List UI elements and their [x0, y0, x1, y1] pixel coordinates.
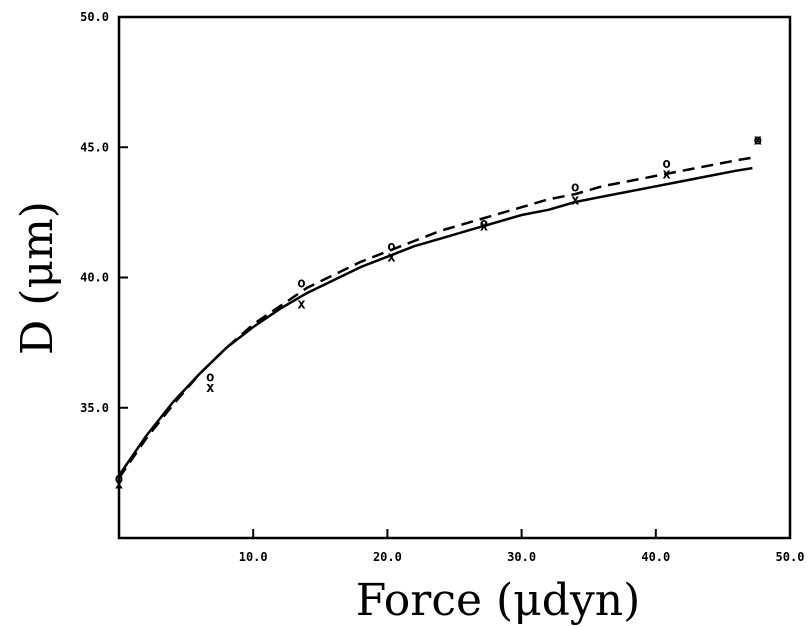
data-point-x: x [754, 132, 763, 148]
data-point-o: o [662, 156, 670, 172]
data-point-o: o [297, 276, 305, 292]
data-point-x: x [206, 380, 215, 396]
x-tick-label: 40.0 [641, 550, 670, 564]
data-point-x: x [115, 476, 124, 492]
data-point-o: o [571, 179, 579, 195]
data-point-x: x [297, 297, 306, 313]
data-point-x: x [662, 166, 671, 182]
y-tick-label: 50.0 [80, 10, 109, 24]
data-point-o: o [480, 216, 488, 232]
solid-fit-curve [117, 166, 753, 477]
x-tick-label: 20.0 [373, 550, 402, 564]
dashed-fit-curve [117, 156, 753, 479]
plot-frame [117, 15, 792, 540]
x-tick-label: 30.0 [507, 550, 536, 564]
data-point-o: o [115, 471, 123, 487]
data-point-o: o [387, 239, 395, 255]
x-tick-label: 50.0 [776, 550, 805, 564]
data-point-o: o [206, 369, 214, 385]
x-tick-label: 10.0 [239, 550, 268, 564]
y-axis-title: D (μm) [12, 201, 63, 355]
data-point-o: o [754, 132, 762, 148]
data-point-x: x [480, 218, 489, 234]
x-axis-ticks: 10.0 20.0 30.0 40.0 50.0 [239, 529, 805, 564]
y-tick-label: 45.0 [80, 140, 109, 154]
fit-curves [117, 156, 753, 479]
data-point-x: x [571, 192, 580, 208]
y-axis-ticks: 35.0 40.0 45.0 50.0 [80, 10, 128, 415]
data-point-x: x [387, 250, 396, 266]
y-tick-label: 40.0 [80, 271, 109, 285]
x-axis-title: Force (μdyn) [356, 575, 641, 626]
y-tick-label: 35.0 [80, 401, 109, 415]
